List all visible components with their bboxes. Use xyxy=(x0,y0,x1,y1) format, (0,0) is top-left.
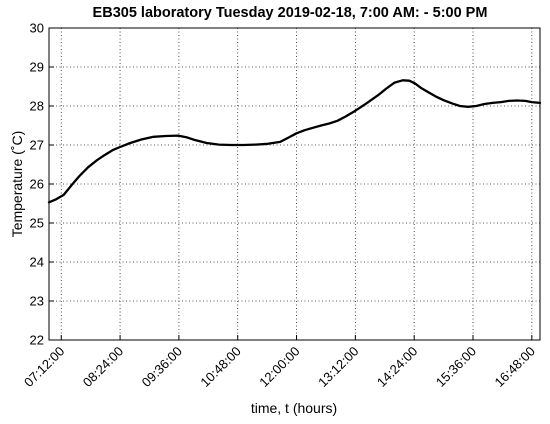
x-tick-label: 16:48:00 xyxy=(492,344,538,390)
x-tick-label: 09:36:00 xyxy=(139,344,185,390)
chart-title: EB305 laboratory Tuesday 2019-02-18, 7:0… xyxy=(93,5,488,21)
y-tick-label: 28 xyxy=(30,99,44,114)
x-tick-label: 12:00:00 xyxy=(256,344,302,390)
x-tick-label: 08:24:00 xyxy=(80,344,126,390)
y-tick-label: 22 xyxy=(30,333,44,348)
y-tick-label: 29 xyxy=(30,60,44,75)
y-tick-label: 23 xyxy=(30,294,44,309)
temperature-series-line xyxy=(47,79,542,204)
y-tick-label: 24 xyxy=(30,255,44,270)
y-tick-label: 25 xyxy=(30,216,44,231)
y-tick-label: 30 xyxy=(30,21,44,36)
x-tick-label: 14:24:00 xyxy=(374,344,420,390)
x-tick-label: 15:36:00 xyxy=(433,344,479,390)
y-tick-label: 27 xyxy=(30,138,44,153)
y-tick-label: 26 xyxy=(30,177,44,192)
x-tick-label: 07:12:00 xyxy=(21,344,67,390)
x-tick-label: 13:12:00 xyxy=(315,344,361,390)
tick-labels: 07:12:00 08:24:00 09:36:00 10:48:00 12:00:00… xyxy=(21,21,538,390)
x-axis-label: time, t (hours) xyxy=(251,400,337,416)
y-axis-label: Temperature (˚C) xyxy=(9,131,25,238)
grid-lines xyxy=(49,27,540,341)
plot-area-frame xyxy=(48,27,541,341)
x-tick-label: 10:48:00 xyxy=(197,344,243,390)
